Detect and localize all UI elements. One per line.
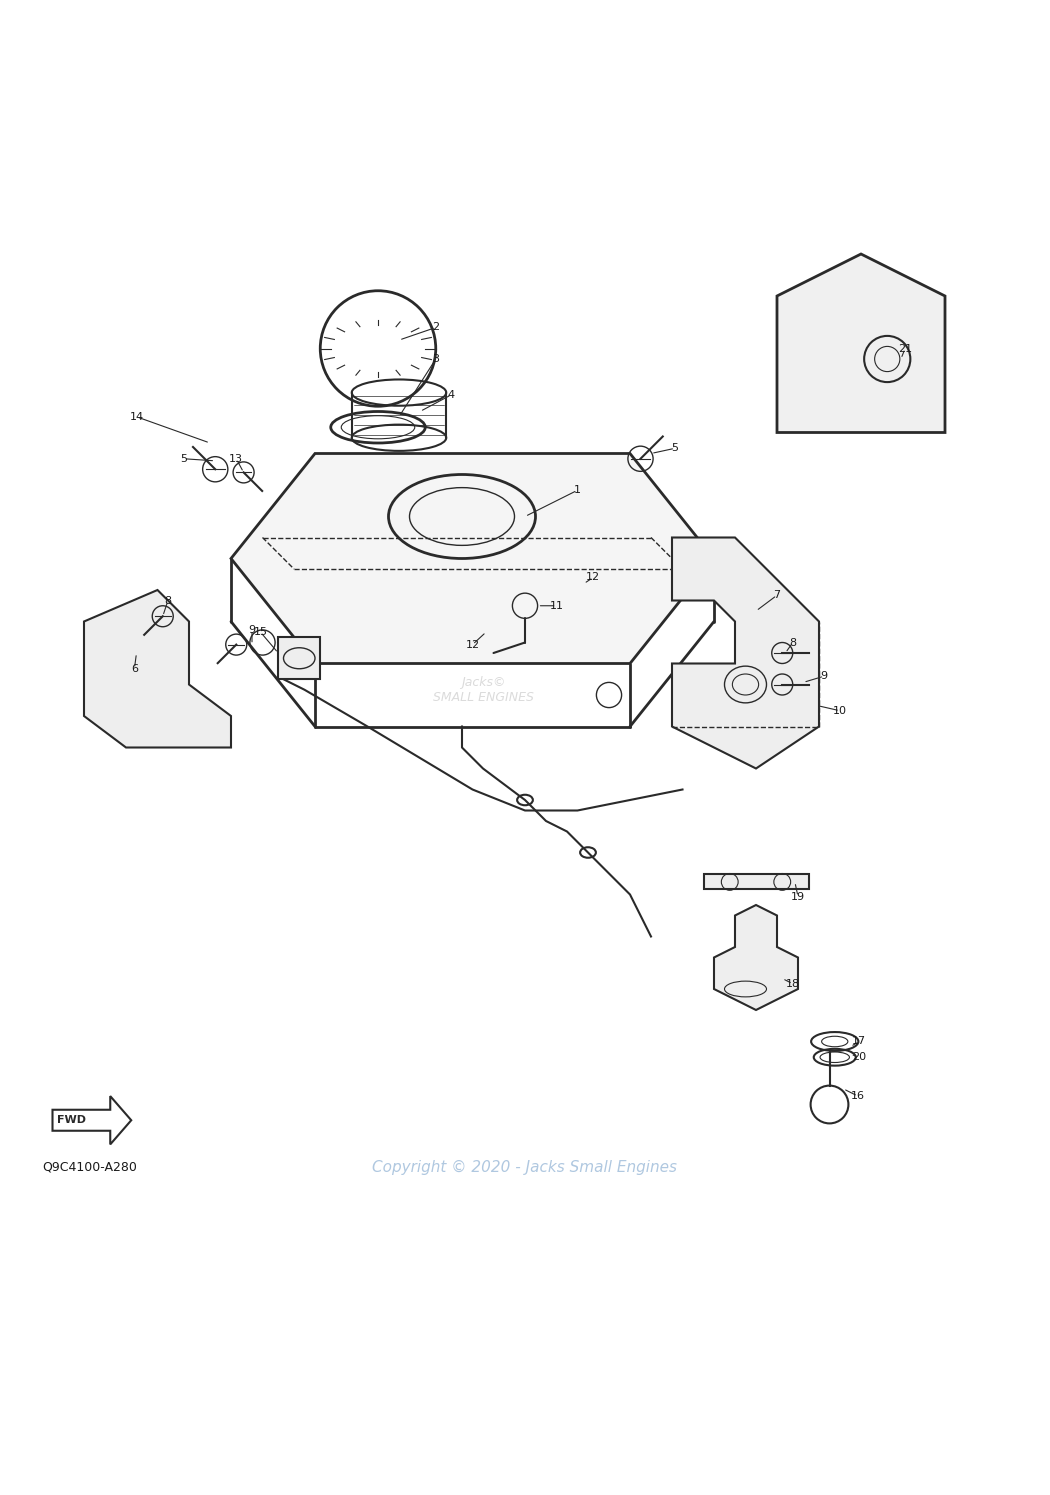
Polygon shape — [777, 254, 945, 432]
Polygon shape — [231, 453, 714, 664]
Text: 20: 20 — [852, 1052, 866, 1063]
Text: 9: 9 — [821, 671, 827, 682]
Text: 7: 7 — [774, 591, 780, 601]
Text: 16: 16 — [850, 1091, 865, 1102]
Text: 8: 8 — [790, 637, 796, 647]
Text: 13: 13 — [229, 454, 244, 463]
Text: 21: 21 — [898, 344, 912, 353]
Text: 1: 1 — [574, 486, 581, 495]
Polygon shape — [672, 538, 819, 768]
Polygon shape — [84, 591, 231, 748]
Text: 3: 3 — [433, 354, 439, 363]
Text: 15: 15 — [253, 626, 268, 637]
FancyBboxPatch shape — [278, 637, 320, 679]
Text: 11: 11 — [549, 601, 564, 611]
Text: 5: 5 — [181, 454, 187, 463]
Text: 2: 2 — [433, 323, 439, 332]
Text: 14: 14 — [129, 411, 144, 422]
Text: Copyright © 2020 - Jacks Small Engines: Copyright © 2020 - Jacks Small Engines — [373, 1160, 677, 1175]
Text: FWD: FWD — [57, 1115, 86, 1126]
Text: 6: 6 — [131, 664, 138, 674]
Polygon shape — [704, 873, 808, 890]
Text: 12: 12 — [586, 573, 601, 583]
Text: 4: 4 — [448, 390, 455, 399]
Text: 10: 10 — [833, 706, 847, 716]
Text: 5: 5 — [672, 443, 678, 453]
Text: 18: 18 — [785, 979, 800, 988]
Text: 9: 9 — [249, 625, 255, 635]
Text: Jacks©
SMALL ENGINES: Jacks© SMALL ENGINES — [433, 676, 533, 704]
Text: 8: 8 — [165, 595, 171, 605]
Text: 12: 12 — [465, 640, 480, 650]
Polygon shape — [714, 904, 798, 1011]
Text: 17: 17 — [852, 1036, 866, 1046]
Text: 19: 19 — [791, 891, 805, 901]
Text: Q9C4100-A280: Q9C4100-A280 — [42, 1162, 136, 1174]
